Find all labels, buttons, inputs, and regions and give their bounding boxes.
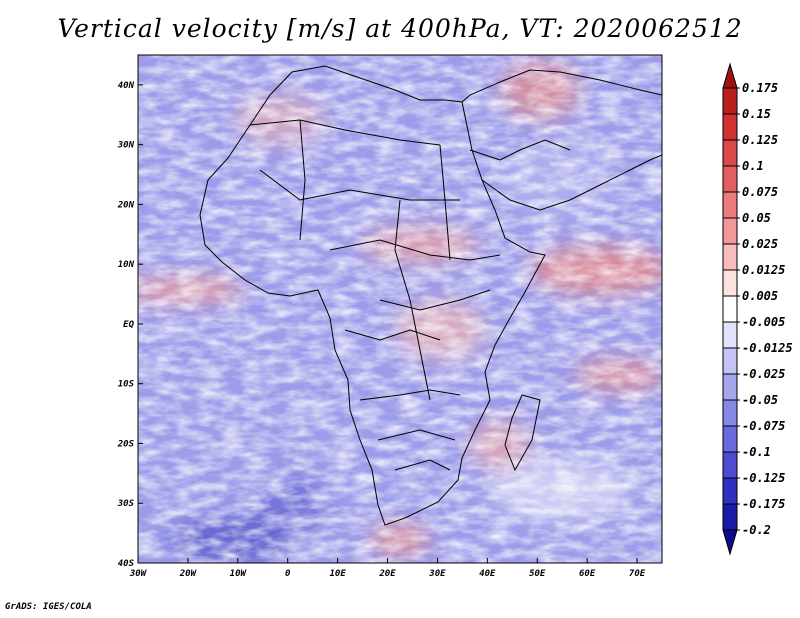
colorbar-label: -0.125 <box>742 471 785 485</box>
map-title: Vertical velocity [m/s] at 400hPa, VT: 2… <box>57 14 743 43</box>
colorbar-swatch <box>722 295 738 323</box>
map-frame <box>137 54 663 564</box>
lon-tick-label: 10W <box>230 569 248 579</box>
colorbar-label: -0.005 <box>742 315 785 329</box>
lon-tick-label: 50E <box>529 569 546 579</box>
colorbar-swatch <box>722 62 738 89</box>
colorbar-label: -0.0125 <box>742 341 793 355</box>
colorbar-label: -0.025 <box>742 367 785 381</box>
latitude-axis: 40N 30N 20N 10N EQ 10S 20S 30S 40S <box>117 81 143 569</box>
lon-tick-label: 30W <box>129 569 148 579</box>
lat-tick-label: 20S <box>117 439 135 449</box>
colorbar-swatch <box>722 269 738 297</box>
lat-tick-label: 30S <box>117 499 135 509</box>
colorbar-label: -0.05 <box>742 393 778 407</box>
lon-tick-label: 70E <box>629 569 646 579</box>
colorbar-label: -0.1 <box>742 445 771 459</box>
lat-tick-label: 20N <box>117 200 135 210</box>
lon-tick-label: 30E <box>428 569 446 579</box>
lon-tick-label: 60E <box>579 569 596 579</box>
colorbar-swatch <box>722 191 738 219</box>
lon-tick-label: 10E <box>329 569 346 579</box>
colorbar-swatch <box>722 139 738 167</box>
lon-tick-label: 0 <box>285 569 291 579</box>
colorbar-swatch <box>722 373 738 401</box>
lon-tick-label: 40E <box>479 569 496 579</box>
grads-credit: GrADS: IGES/COLA <box>5 602 92 612</box>
colorbar-swatch <box>722 217 738 245</box>
colorbar-swatch <box>722 87 738 115</box>
lon-tick-label: 20E <box>378 569 396 579</box>
colorbar-label: 0.0125 <box>742 263 785 277</box>
colorbar-swatch <box>722 503 738 531</box>
colorbar-label: 0.005 <box>742 289 778 303</box>
longitude-axis: 30W 20W 10W 0 10E 20E 30E 40E 50E 60E 70E <box>129 558 646 579</box>
lat-tick-label: 30N <box>117 141 135 151</box>
lat-tick-label: EQ <box>123 320 134 330</box>
colorbar-swatch <box>722 347 738 375</box>
colorbar-swatch <box>722 529 738 556</box>
colorbar-label: 0.075 <box>742 185 778 199</box>
colorbar-swatch <box>722 113 738 141</box>
colorbar-swatch <box>722 321 738 349</box>
colorbar-label: -0.175 <box>742 497 785 511</box>
coastlines-borders <box>199 65 662 526</box>
colorbar-swatch <box>722 425 738 453</box>
colorbar-label: 0.125 <box>742 133 778 147</box>
colorbar-label: -0.2 <box>742 523 771 537</box>
lon-tick-label: 20W <box>179 569 198 579</box>
colorbar-label: 0.05 <box>742 211 771 225</box>
colorbar-swatch <box>722 243 738 271</box>
colorbar-swatch <box>722 451 738 479</box>
colorbar-label: 0.175 <box>742 81 778 95</box>
colorbar-label: -0.075 <box>742 419 785 433</box>
colorbar-swatch <box>722 399 738 427</box>
colorbar-label: 0.1 <box>742 159 764 173</box>
lat-tick-label: 40N <box>118 81 135 91</box>
colorbar-swatch <box>722 477 738 505</box>
colorbar-label: 0.15 <box>742 107 771 121</box>
lat-tick-label: 10S <box>118 380 135 390</box>
lat-tick-label: 40S <box>118 559 135 569</box>
colorbar-label: 0.025 <box>742 237 778 251</box>
colorbar-swatch <box>722 165 738 193</box>
lat-tick-label: 10N <box>118 260 135 270</box>
colorbar: 0.175 0.15 0.125 0.1 0.075 0.05 0.025 0.0125 0.0… <box>722 62 793 556</box>
vertical-velocity-field <box>138 55 662 563</box>
